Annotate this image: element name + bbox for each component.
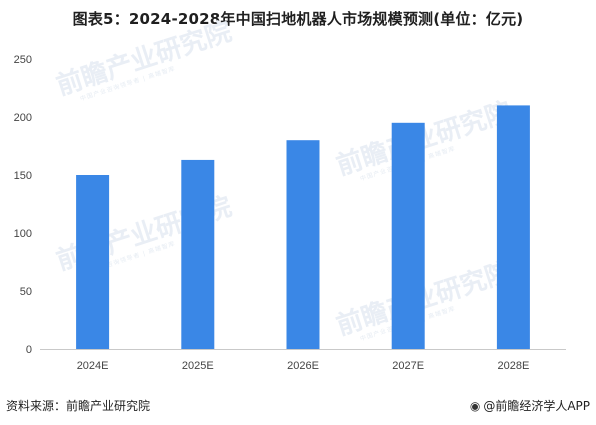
y-tick-label: 250 bbox=[14, 54, 32, 66]
y-tick-label: 150 bbox=[14, 170, 32, 182]
bar-series bbox=[76, 105, 530, 350]
bar bbox=[181, 159, 215, 349]
bar bbox=[391, 122, 425, 349]
brand-logo-icon: ◉ bbox=[469, 398, 481, 413]
x-axis-ticks: 2024E 2025E 2026E 2027E 2028E bbox=[77, 360, 530, 372]
y-tick-label: 0 bbox=[26, 344, 32, 356]
bar bbox=[76, 175, 110, 349]
bar bbox=[496, 105, 530, 350]
x-tick-label: 2025E bbox=[182, 360, 214, 372]
x-tick-label: 2024E bbox=[77, 360, 109, 372]
watermark-text: 前瞻产业研究院 bbox=[53, 16, 236, 102]
x-tick-label: 2026E bbox=[287, 360, 319, 372]
x-tick-label: 2027E bbox=[392, 360, 424, 372]
y-tick-label: 200 bbox=[14, 112, 32, 124]
y-axis-ticks: 0 50 100 150 200 250 bbox=[14, 54, 32, 356]
brand-credit: ◉ @前瞻经济学人APP bbox=[470, 397, 590, 414]
chart-title: 图表5：2024-2028年中国扫地机器人市场规模预测(单位：亿元) bbox=[72, 10, 524, 28]
x-tick-label: 2028E bbox=[497, 360, 529, 372]
y-tick-label: 50 bbox=[20, 286, 32, 298]
bar bbox=[286, 140, 320, 349]
brand-credit-text: @前瞻经济学人APP bbox=[483, 399, 590, 413]
source-note: 资料来源：前瞻产业研究院 bbox=[6, 399, 151, 413]
y-tick-label: 100 bbox=[14, 228, 32, 240]
